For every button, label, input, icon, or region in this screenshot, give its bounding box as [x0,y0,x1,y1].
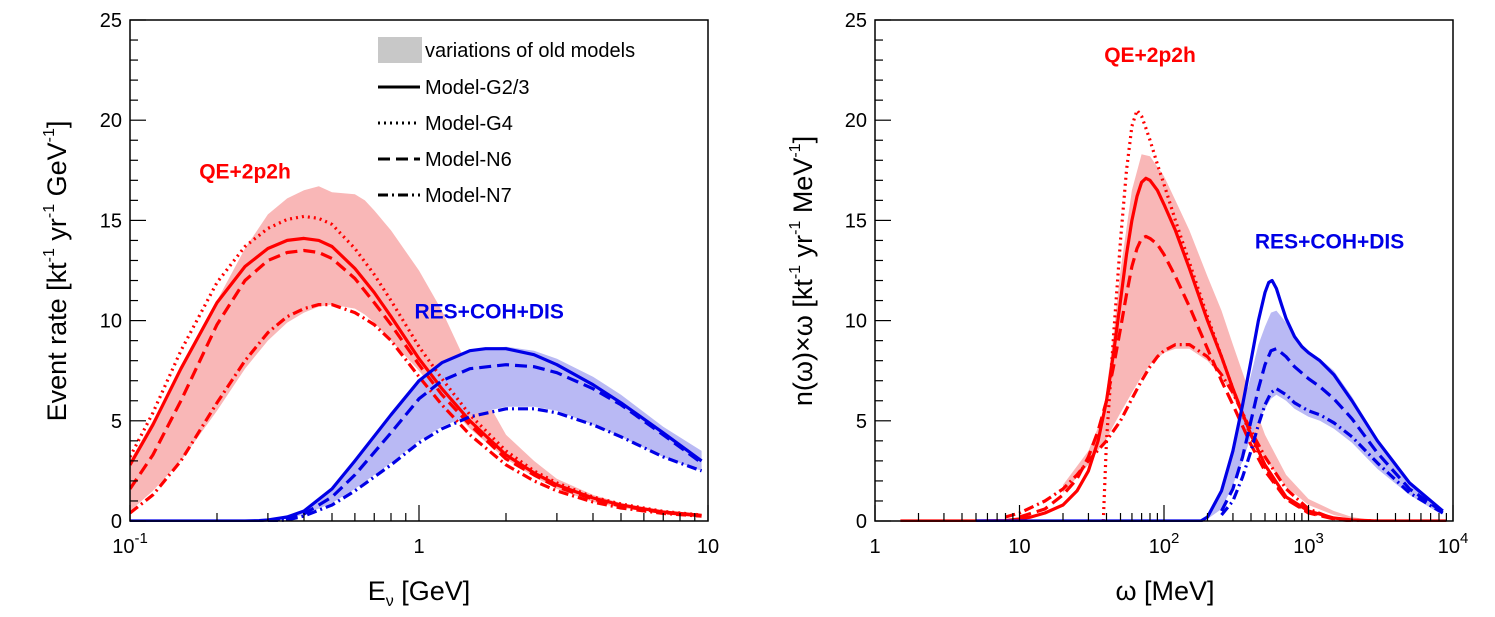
x-tick-label: 103 [1293,530,1324,558]
qe-annotation: QE+2p2h [1104,44,1196,67]
y-tick-label: 25 [100,10,122,32]
y-tick-label: 15 [845,210,867,232]
qe-dotted-line [130,214,702,517]
right-y-axis-label: n(ω)×ω [kt-1 yr-1 MeV-1] [787,136,818,406]
y-tick-label: 20 [845,110,867,132]
y-tick-label: 20 [100,110,122,132]
x-tick-label: 1 [413,536,424,558]
y-tick-label: 15 [100,210,122,232]
y-tick-label: 10 [100,311,122,333]
legend-n6-label: Model-N6 [425,149,512,171]
right-x-axis-label: ω [MeV] [1115,576,1214,606]
qe-solid-line [900,176,1447,522]
left-chart-panel: 10-1 1 10 0 5 10 15 20 25 QE+2p2h RES+COH+DIS va… [41,10,719,610]
x-tick-label: 10-1 [112,530,148,558]
qe-variation-band [1063,154,1378,522]
x-tick-label: 10 [697,536,719,558]
y-tick-label: 0 [111,511,122,533]
legend: variations of old models Model-G2/3 Mode… [378,37,635,207]
y-tick-label: 0 [856,511,867,533]
legend-n7-label: Model-N7 [425,185,512,207]
qe-dashdot-line [130,303,702,518]
res-annotation: RES+COH+DIS [415,301,564,324]
legend-band-swatch [378,37,422,63]
legend-band-label: variations of old models [425,40,635,62]
res-variation-band [1200,310,1439,521]
x-tick-label: 102 [1149,530,1180,558]
left-x-axis-label: Eν [GeV] [368,576,471,610]
y-tick-label: 10 [845,311,867,333]
qe-annotation: QE+2p2h [199,160,291,183]
res-dashdot-line [267,407,703,522]
right-chart-panel: 1 10 102 103 104 0 5 10 15 20 25 QE+2p2h RES+COH+D… [787,10,1468,606]
y-tick-label: 25 [845,10,867,32]
x-tick-label: 1 [869,536,880,558]
res-dashed-line [267,363,703,522]
legend-g4-label: Model-G4 [425,113,513,135]
y-tick-label: 5 [111,411,122,433]
y-tick-label: 5 [856,411,867,433]
res-annotation: RES+COH+DIS [1255,231,1404,254]
x-tick-label: 10 [1008,536,1030,558]
res-dashdot-line [1220,387,1444,517]
legend-g23-label: Model-G2/3 [425,77,530,99]
qe-dashed-line [130,248,702,518]
res-dashed-line [1220,347,1444,514]
left-y-axis-label: Event rate [kt-1 yr-1 GeV-1] [41,121,72,422]
qe-dashed-line [1019,234,1353,522]
x-tick-label: 104 [1438,530,1469,558]
